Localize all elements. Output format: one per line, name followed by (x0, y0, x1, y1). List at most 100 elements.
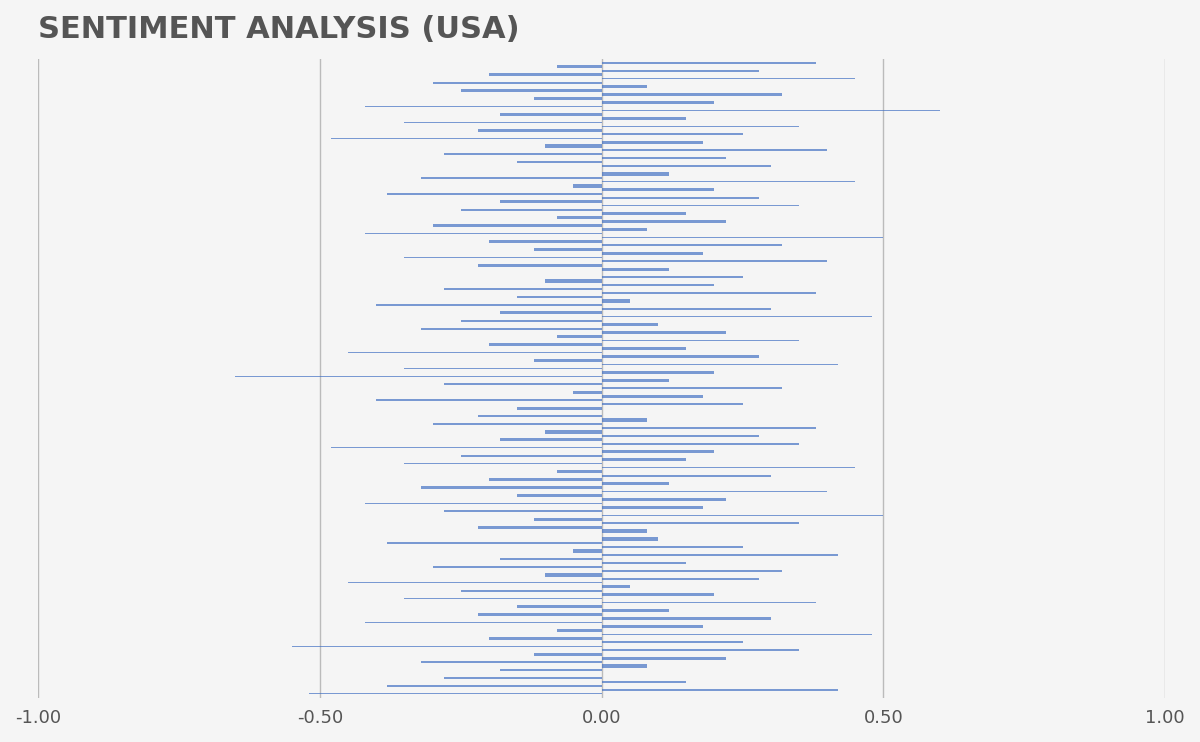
Bar (601, 283, 714, 286)
Bar (601, 149, 827, 151)
Bar (601, 220, 726, 223)
Bar (601, 649, 799, 651)
Bar (601, 78, 856, 79)
Bar (488, 73, 601, 76)
Bar (545, 280, 601, 283)
Bar (478, 526, 601, 528)
Bar (601, 125, 799, 127)
Bar (432, 566, 601, 568)
Bar (601, 205, 799, 206)
Bar (601, 475, 770, 476)
Bar (601, 188, 714, 191)
Bar (601, 117, 686, 119)
Bar (404, 122, 601, 123)
Bar (601, 578, 760, 580)
Bar (601, 641, 743, 643)
Bar (601, 625, 703, 628)
Bar (432, 224, 601, 226)
Bar (601, 634, 872, 635)
Bar (601, 594, 714, 596)
Bar (601, 515, 883, 516)
Bar (388, 685, 601, 687)
Bar (534, 248, 601, 251)
Bar (601, 570, 782, 572)
Bar (517, 605, 601, 608)
Bar (331, 138, 601, 139)
Bar (601, 506, 703, 509)
Bar (601, 172, 670, 176)
Bar (404, 463, 601, 464)
Bar (517, 407, 601, 410)
Bar (601, 609, 670, 612)
Bar (574, 184, 601, 188)
Bar (601, 212, 686, 215)
Bar (404, 598, 601, 600)
Bar (601, 498, 726, 501)
Bar (601, 585, 630, 588)
Bar (601, 85, 647, 88)
Bar (388, 193, 601, 194)
Bar (534, 359, 601, 362)
Bar (601, 689, 839, 691)
Bar (601, 490, 827, 492)
Bar (601, 617, 770, 620)
Bar (517, 295, 601, 298)
Bar (517, 161, 601, 163)
Bar (404, 257, 601, 258)
Bar (432, 82, 601, 84)
Bar (601, 165, 770, 167)
Bar (517, 494, 601, 497)
Bar (601, 537, 658, 541)
Bar (545, 430, 601, 433)
Bar (601, 459, 686, 461)
Bar (478, 415, 601, 418)
Bar (601, 308, 770, 310)
Bar (404, 367, 601, 370)
Bar (432, 423, 601, 425)
Bar (601, 332, 726, 334)
Bar (461, 590, 601, 592)
Bar (557, 628, 601, 632)
Bar (500, 439, 601, 441)
Bar (534, 518, 601, 521)
Bar (557, 65, 601, 68)
Bar (601, 443, 799, 444)
Bar (601, 664, 647, 668)
Bar (348, 352, 601, 353)
Bar (461, 320, 601, 322)
Bar (331, 447, 601, 448)
Bar (377, 399, 601, 401)
Bar (601, 427, 816, 429)
Bar (365, 622, 601, 623)
Bar (601, 276, 743, 278)
Bar (601, 387, 782, 390)
Bar (444, 677, 601, 679)
Bar (574, 390, 601, 394)
Bar (365, 233, 601, 234)
Bar (488, 637, 601, 640)
Bar (534, 97, 601, 100)
Bar (557, 216, 601, 220)
Text: SENTIMENT ANALYSIS (USA): SENTIMENT ANALYSIS (USA) (38, 15, 520, 44)
Bar (308, 694, 601, 695)
Bar (601, 364, 839, 365)
Bar (444, 288, 601, 290)
Bar (421, 328, 601, 330)
Bar (444, 153, 601, 155)
Bar (478, 264, 601, 266)
Bar (601, 260, 827, 262)
Bar (601, 133, 743, 135)
Bar (601, 562, 686, 565)
Bar (545, 145, 601, 148)
Bar (421, 661, 601, 663)
Bar (601, 323, 658, 326)
Bar (601, 657, 726, 660)
Bar (574, 549, 601, 553)
Bar (444, 510, 601, 513)
Bar (601, 181, 856, 183)
Bar (601, 268, 670, 271)
Bar (601, 355, 760, 358)
Bar (500, 200, 601, 203)
Bar (601, 93, 782, 96)
Bar (601, 228, 647, 232)
